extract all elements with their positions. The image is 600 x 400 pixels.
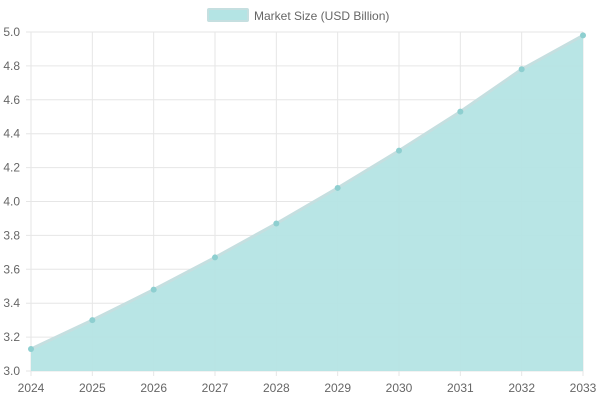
data-points: 2024: 3.13 2025: 3.3 2026: 3.48 2027: 3.67 2… [28,32,586,352]
x-tick-label: 2028 [263,381,290,395]
legend-swatch [207,8,249,22]
area-layer [30,34,584,371]
y-tick-label: 3.4 [3,296,20,310]
y-tick-label: 4.2 [3,161,20,175]
y-tick-label: 3.2 [3,330,20,344]
data-point[interactable]: 2030: 4.3 [396,147,402,154]
x-tick-label: 2029 [324,381,351,395]
x-tick-label: 2026 [140,381,167,395]
y-tick-label: 3.0 [3,364,20,378]
x-tick-label: 2033 [570,381,597,395]
x-tick-label: 2032 [508,381,535,395]
data-point[interactable]: 2025: 3.3 [89,317,96,324]
data-point[interactable]: 2024: 3.13 [28,345,34,352]
y-tick-label: 5.0 [3,25,20,39]
series-line [30,34,584,351]
y-tick-label: 4.8 [3,59,20,73]
x-tick-label: 2024 [18,381,45,395]
data-point[interactable]: 2027: 3.67 [212,254,218,261]
data-point[interactable]: 2026: 3.48 [150,286,157,293]
x-tick-label: 2025 [79,381,106,395]
y-axis: 3.0 3.2 3.4 3.6 3.8 4.0 4.2 4.4 4.6 4.8 5.0 [3,25,20,378]
y-tick-label: 3.6 [3,262,20,276]
data-point[interactable]: 2028: 3.87 [273,220,280,227]
legend-label: Market Size (USD Billion) [254,9,389,23]
data-point[interactable]: 2032: 4.78 [518,66,525,73]
data-point[interactable]: 2029: 4.08 [334,184,341,191]
data-point[interactable]: 2031: 4.53 [457,108,464,115]
x-tick-label: 2030 [386,381,413,395]
y-tick-label: 4.6 [3,93,20,107]
legend[interactable]: Market Size (USD Billion) [207,8,389,23]
y-tick-label: 3.8 [3,228,20,242]
x-axis: 2024 2025 2026 2027 2028 2029 2030 2031 2032 2033 [18,381,597,395]
series-area-fill [31,35,583,371]
y-tick-label: 4.4 [3,127,20,141]
y-tick-label: 4.0 [3,195,20,209]
data-point[interactable]: 2033: 4.98 [580,32,586,39]
x-tick-label: 2027 [202,381,229,395]
x-tick-label: 2031 [447,381,474,395]
